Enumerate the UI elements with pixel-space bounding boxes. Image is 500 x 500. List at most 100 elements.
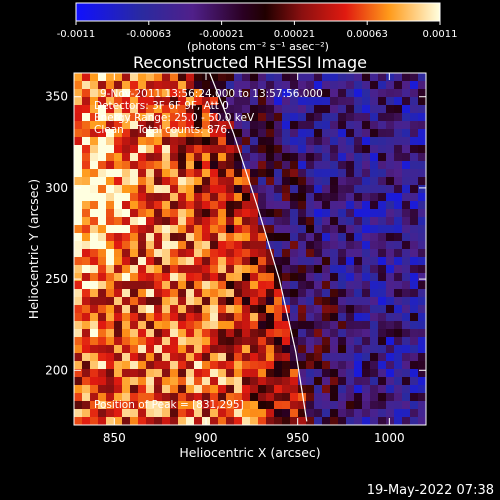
heatmap-cell	[130, 217, 139, 226]
heatmap-cell	[218, 177, 227, 186]
heatmap-cell	[394, 89, 403, 98]
heatmap-cell	[234, 409, 243, 418]
heatmap-cell	[258, 265, 267, 274]
heatmap-cell	[274, 345, 283, 354]
heatmap-cell	[234, 73, 243, 82]
y-tick-label: 250	[45, 272, 68, 286]
heatmap-cell	[218, 385, 227, 394]
heatmap-cell	[386, 417, 395, 425]
heatmap-cell	[178, 201, 187, 210]
heatmap-cell	[298, 73, 307, 82]
heatmap-cell	[298, 353, 307, 362]
heatmap-cell	[122, 249, 131, 258]
heatmap-cell	[346, 417, 355, 425]
heatmap-cell	[258, 369, 267, 378]
heatmap-cell	[346, 337, 355, 346]
heatmap-cell	[138, 217, 147, 226]
heatmap-cell	[386, 345, 395, 354]
heatmap-cell	[218, 361, 227, 370]
heatmap-cell	[106, 113, 115, 122]
heatmap-cell	[98, 401, 107, 410]
heatmap-cell	[122, 193, 131, 202]
heatmap-cell	[114, 233, 123, 242]
heatmap-cell	[370, 153, 379, 162]
heatmap-cell	[378, 385, 387, 394]
heatmap-cell	[378, 329, 387, 338]
heatmap-cell	[314, 297, 323, 306]
heatmap-cell	[218, 345, 227, 354]
heatmap-cell	[306, 265, 315, 274]
colorbar-ticks: -0.0011 -0.00063 -0.00021 0.00021 0.00063 0.0…	[57, 21, 458, 40]
heatmap-cell	[346, 161, 355, 170]
heatmap-cell	[290, 337, 299, 346]
heatmap-cell	[338, 329, 347, 338]
heatmap-cell	[330, 241, 339, 250]
heatmap-cell	[114, 217, 123, 226]
heatmap-cell	[378, 177, 387, 186]
heatmap-cell	[274, 209, 283, 218]
heatmap-cell	[106, 121, 115, 130]
heatmap-cell	[378, 209, 387, 218]
heatmap-cell	[410, 401, 419, 410]
heatmap-cell	[338, 121, 347, 130]
heatmap-cell	[290, 129, 299, 138]
heatmap-cell	[394, 377, 403, 386]
heatmap-cell	[122, 73, 131, 82]
heatmap-cell	[266, 361, 275, 370]
heatmap-cell	[138, 105, 147, 114]
heatmap-cell	[266, 73, 275, 82]
heatmap-cell	[330, 209, 339, 218]
heatmap-cell	[330, 105, 339, 114]
heatmap-cell	[210, 289, 219, 298]
heatmap-cell	[266, 337, 275, 346]
heatmap-cell	[74, 369, 83, 378]
heatmap-cell	[298, 249, 307, 258]
heatmap-cell	[362, 273, 371, 282]
heatmap-cell	[178, 385, 187, 394]
heatmap-cell	[186, 329, 195, 338]
heatmap-cell	[154, 369, 163, 378]
heatmap-cell	[290, 73, 299, 82]
heatmap-cell	[274, 169, 283, 178]
heatmap-cell	[370, 169, 379, 178]
heatmap-cell	[210, 241, 219, 250]
heatmap-cell	[122, 337, 131, 346]
heatmap-cell	[210, 209, 219, 218]
heatmap-cell	[74, 361, 83, 370]
heatmap-cell	[354, 385, 363, 394]
heatmap-cell	[178, 361, 187, 370]
heatmap-cell	[226, 129, 235, 138]
heatmap-cell	[138, 233, 147, 242]
heatmap-cell	[314, 153, 323, 162]
heatmap-cell	[106, 153, 115, 162]
heatmap-cell	[250, 329, 259, 338]
render-timestamp: 19-May-2022 07:38	[367, 483, 494, 498]
heatmap-cell	[106, 241, 115, 250]
heatmap-cell	[138, 113, 147, 122]
heatmap-cell	[82, 233, 91, 242]
heatmap-cell	[186, 305, 195, 314]
heatmap-cell	[394, 105, 403, 114]
heatmap-cell	[386, 353, 395, 362]
heatmap-cell	[146, 345, 155, 354]
heatmap-cell	[306, 169, 315, 178]
heatmap-cell	[282, 321, 291, 330]
heatmap-cell	[410, 137, 419, 146]
heatmap-cell	[370, 289, 379, 298]
heatmap-cell	[346, 137, 355, 146]
heatmap-cell	[250, 217, 259, 226]
heatmap-cell	[242, 377, 251, 386]
heatmap-cell	[266, 129, 275, 138]
heatmap-cell	[234, 377, 243, 386]
heatmap-cell	[354, 201, 363, 210]
heatmap-cell	[186, 201, 195, 210]
heatmap-cell	[338, 217, 347, 226]
heatmap-cell	[378, 361, 387, 370]
heatmap-cell	[410, 361, 419, 370]
heatmap-cell	[330, 89, 339, 98]
heatmap-cell	[162, 81, 171, 90]
heatmap-cell	[338, 257, 347, 266]
heatmap-cell	[194, 193, 203, 202]
heatmap-cell	[146, 385, 155, 394]
heatmap-cell	[330, 137, 339, 146]
